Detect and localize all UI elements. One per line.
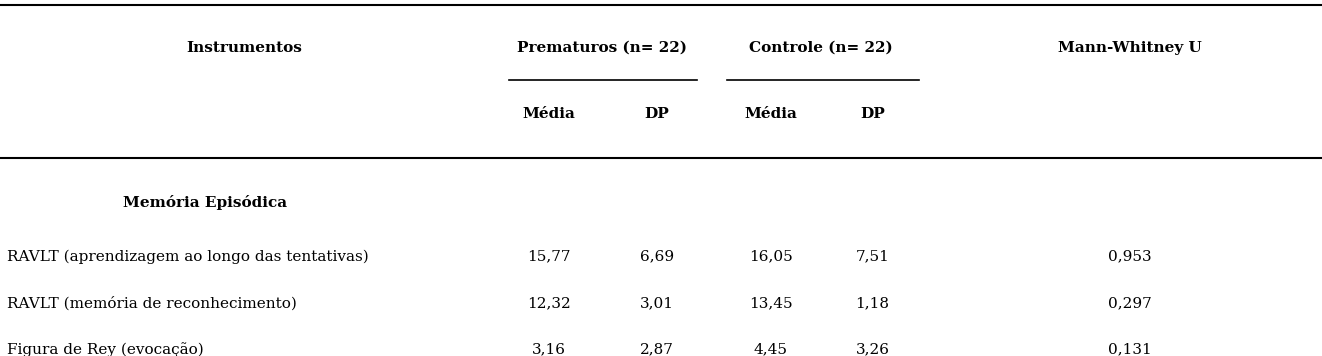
Text: 4,45: 4,45 [754, 342, 788, 356]
Text: RAVLT (aprendizagem ao longo das tentativas): RAVLT (aprendizagem ao longo das tentati… [7, 249, 369, 263]
Text: 1,18: 1,18 [855, 296, 890, 310]
Text: Média: Média [744, 107, 797, 121]
Text: 6,69: 6,69 [640, 249, 674, 263]
Text: Controle (n= 22): Controle (n= 22) [750, 41, 892, 55]
Text: 12,32: 12,32 [526, 296, 571, 310]
Text: 16,05: 16,05 [748, 249, 793, 263]
Text: 0,953: 0,953 [1109, 249, 1151, 263]
Text: Média: Média [522, 107, 575, 121]
Text: RAVLT (memória de reconhecimento): RAVLT (memória de reconhecimento) [7, 296, 296, 310]
Text: 3,26: 3,26 [855, 342, 890, 356]
Text: DP: DP [861, 107, 884, 121]
Text: 3,01: 3,01 [640, 296, 674, 310]
Text: 3,16: 3,16 [531, 342, 566, 356]
Text: Mann-Whitney U: Mann-Whitney U [1059, 41, 1202, 55]
Text: 15,77: 15,77 [527, 249, 570, 263]
Text: 13,45: 13,45 [750, 296, 792, 310]
Text: 2,87: 2,87 [640, 342, 674, 356]
Text: Memória Episódica: Memória Episódica [123, 195, 287, 210]
Text: 0,297: 0,297 [1108, 296, 1153, 310]
Text: Prematuros (n= 22): Prematuros (n= 22) [517, 41, 686, 55]
Text: 7,51: 7,51 [855, 249, 890, 263]
Text: Figura de Rey (evocação): Figura de Rey (evocação) [7, 342, 204, 356]
Text: DP: DP [645, 107, 669, 121]
Text: Instrumentos: Instrumentos [186, 41, 303, 55]
Text: 0,131: 0,131 [1108, 342, 1153, 356]
